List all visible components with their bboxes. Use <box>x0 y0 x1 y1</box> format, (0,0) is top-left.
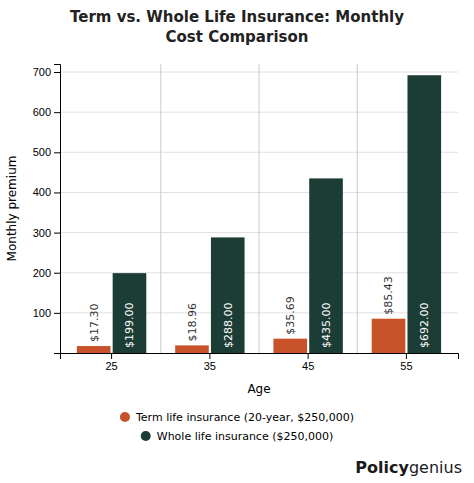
y-tick: 400 <box>33 186 60 198</box>
tick-mark <box>406 353 407 359</box>
title: Term vs. Whole Life Insurance: Monthly Co… <box>70 8 404 46</box>
y-tick: 200 <box>33 267 60 279</box>
data-label: $288.00 <box>222 303 235 349</box>
y-tick: 700 <box>33 66 60 78</box>
axis-line <box>54 65 61 354</box>
y-tick: 100 <box>33 307 60 319</box>
data-label: $435.00 <box>320 303 333 349</box>
group-divider <box>259 64 260 353</box>
tick-mark <box>54 313 60 314</box>
tick-label: 300 <box>33 227 51 239</box>
title-line: Term vs. Whole Life Insurance: Monthly <box>70 8 404 26</box>
tick-label: 400 <box>33 186 51 198</box>
data-label: $18.96 <box>186 303 199 342</box>
group-dividers <box>161 64 358 353</box>
legend-item: Term life insurance (20-year, $250,000) <box>120 411 354 424</box>
tick-mark <box>54 273 60 274</box>
x-tick: 45 <box>302 353 314 372</box>
legend-marker <box>141 431 151 441</box>
group-divider <box>160 64 161 353</box>
legend: Term life insurance (20-year, $250,000) W… <box>120 411 354 443</box>
bar <box>113 273 147 353</box>
legend-label: Whole life insurance ($250,000) <box>157 430 334 443</box>
data-label: $199.00 <box>123 303 136 349</box>
tick-label: 200 <box>33 267 51 279</box>
tick-mark <box>308 353 309 359</box>
annotation: Policy <box>355 458 409 477</box>
plot: 25 35 45 55 100 200 300 400 500 600 700 $17.30 $18.9… <box>33 64 459 372</box>
tick-mark <box>111 353 112 359</box>
bar <box>273 339 307 353</box>
x-tick: 35 <box>204 353 216 372</box>
y-tick: 300 <box>33 227 60 239</box>
title-line: Cost Comparison <box>166 28 309 46</box>
y-axis: 100 200 300 400 500 600 700 <box>33 65 61 354</box>
x-axis: 25 35 45 55 <box>61 353 459 372</box>
tick-mark <box>54 72 60 73</box>
bar <box>372 319 406 353</box>
bar <box>77 346 111 353</box>
data-label: $692.00 <box>418 303 431 349</box>
bar <box>309 178 343 353</box>
data-labels: $17.30 $18.96 $35.69 $85.43 $199.00 $288.00 $4… <box>88 276 432 348</box>
y-tick: 500 <box>33 146 60 158</box>
bar <box>407 75 441 353</box>
legend-item: Whole life insurance ($250,000) <box>141 430 334 443</box>
bar <box>175 345 209 353</box>
data-label: $35.69 <box>284 296 297 335</box>
tick-mark <box>54 233 60 234</box>
x-tick: 55 <box>400 353 412 372</box>
data-label: $17.30 <box>88 304 101 343</box>
tick-label: 600 <box>33 106 51 118</box>
axis-line <box>61 354 459 360</box>
tick-label: 25 <box>105 360 117 372</box>
tick-mark <box>54 192 60 193</box>
tick-mark <box>54 112 60 113</box>
chart: Term vs. Whole Life Insurance: Monthly Co… <box>0 0 474 483</box>
tick-label: 500 <box>33 146 51 158</box>
tick-label: 100 <box>33 307 51 319</box>
tick-label: 45 <box>302 360 314 372</box>
data-label: $85.43 <box>382 276 395 315</box>
bars <box>77 75 441 353</box>
bar <box>211 237 245 353</box>
x-tick: 25 <box>105 353 117 372</box>
tick-label: 700 <box>33 66 51 78</box>
legend-marker <box>120 412 130 422</box>
legend-label: Term life insurance (20-year, $250,000) <box>135 411 354 424</box>
tick-label: 55 <box>400 360 412 372</box>
branding: Policygenius <box>355 458 462 477</box>
annotation: genius <box>409 458 462 477</box>
tick-mark <box>54 152 60 153</box>
tick-label: 35 <box>204 360 216 372</box>
y-axis-title: Monthly premium <box>5 156 19 262</box>
y-tick: 600 <box>33 106 60 118</box>
x-axis-title: Age <box>247 382 270 396</box>
tick-mark <box>209 353 210 359</box>
group-divider <box>357 64 358 353</box>
